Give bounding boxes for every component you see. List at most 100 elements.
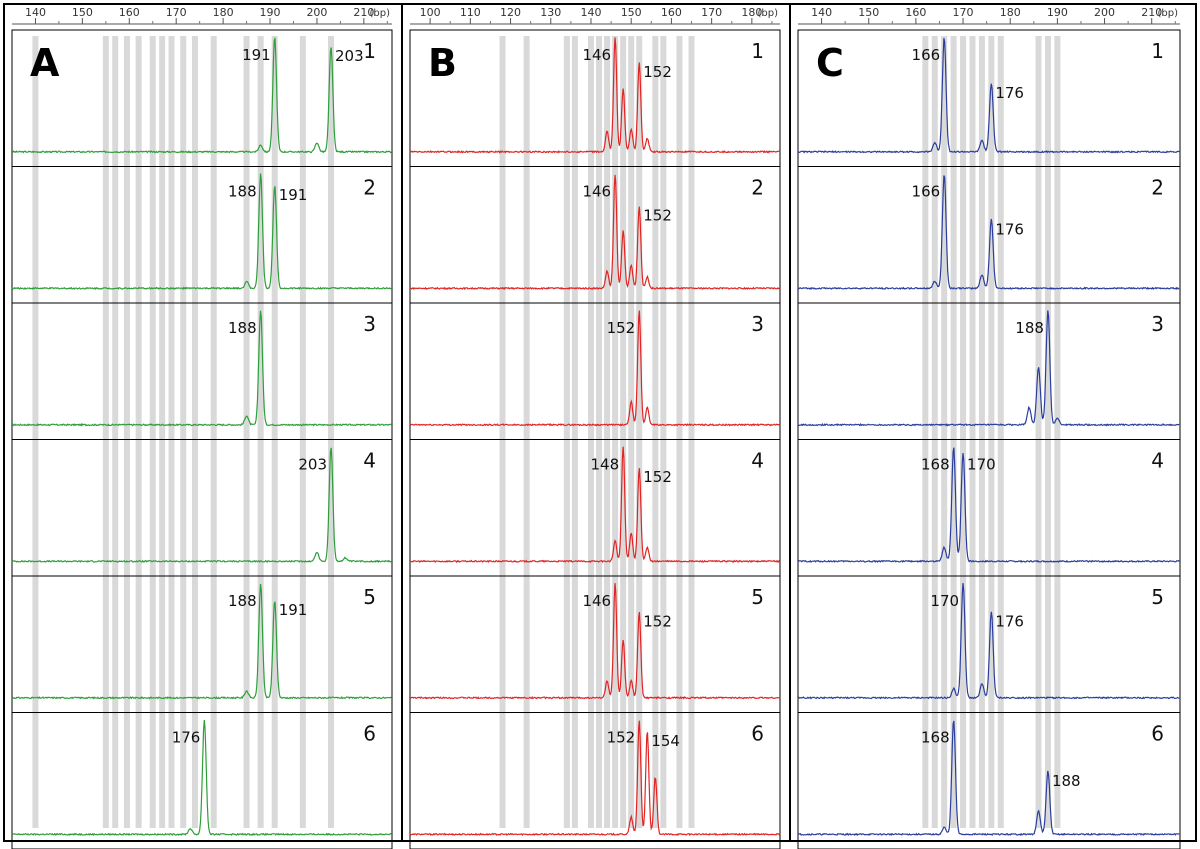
peak-label: 152 [643, 63, 672, 81]
lane-number: 2 [363, 176, 376, 200]
x-tick-label: 180 [1000, 6, 1021, 19]
allele-bin [612, 36, 619, 828]
peak-label: 152 [607, 729, 636, 747]
trace-line [797, 720, 1180, 837]
lane-frame [409, 302, 781, 440]
allele-bin [112, 36, 119, 828]
trace-line [797, 310, 1180, 427]
allele-bin [563, 36, 570, 828]
allele-bin [688, 36, 695, 828]
peak-label: 148 [591, 456, 620, 474]
lane-number: 6 [363, 722, 376, 746]
allele-bin [210, 36, 217, 828]
trace-line [409, 446, 781, 564]
allele-bin [931, 36, 938, 828]
peak-label: 176 [995, 220, 1024, 238]
allele-bin [1035, 36, 1042, 828]
panel-letter: B [428, 41, 457, 85]
x-tick-label: 150 [72, 6, 93, 19]
x-tick-label: 100 [420, 6, 441, 19]
allele-bin [676, 36, 683, 828]
lane-frame [797, 712, 1181, 849]
x-tick-label: 150 [858, 6, 879, 19]
allele-bin [620, 36, 627, 828]
x-tick-label: 160 [119, 6, 140, 19]
allele-bin [271, 36, 278, 828]
trace-line [409, 174, 781, 291]
peak-label: 176 [172, 729, 201, 747]
peak-label: 188 [1015, 319, 1044, 337]
allele-bin [978, 36, 985, 828]
lane-number: 1 [751, 39, 764, 63]
peak-label: 146 [582, 46, 611, 64]
x-tick-label: 170 [166, 6, 187, 19]
allele-bin [1054, 36, 1061, 828]
lane-number: 5 [1151, 585, 1164, 609]
allele-bin [950, 36, 957, 828]
trace-line [11, 173, 392, 291]
lane-number: 6 [751, 722, 764, 746]
lane-number: 2 [751, 176, 764, 200]
allele-bin [328, 36, 335, 828]
x-tick-label: 120 [500, 6, 521, 19]
x-axis-unit: (bp) [1158, 8, 1179, 19]
trace-line [11, 447, 392, 564]
allele-bin [149, 36, 156, 828]
trace-line [409, 310, 781, 427]
peak-label: 168 [921, 729, 950, 747]
trace-line [797, 38, 1180, 154]
x-tick-label: 160 [905, 6, 926, 19]
x-tick-label: 170 [701, 6, 722, 19]
trace-line [11, 720, 392, 837]
peak-label: 188 [228, 592, 257, 610]
peak-label: 176 [995, 613, 1024, 631]
lane-number: 3 [1151, 312, 1164, 336]
allele-bin [604, 36, 611, 828]
allele-bin [32, 36, 39, 828]
peak-label: 170 [930, 592, 959, 610]
lane-number: 4 [363, 449, 376, 473]
lane-frame [11, 575, 393, 713]
allele-bin [499, 36, 506, 828]
allele-bin [191, 36, 198, 828]
figure-border [3, 3, 1197, 842]
allele-bin [596, 36, 603, 828]
peak-label: 191 [279, 601, 308, 619]
lane-number: 4 [751, 449, 764, 473]
lane-number: 6 [1151, 722, 1164, 746]
x-axis-unit: (bp) [758, 8, 779, 19]
trace-line [797, 447, 1180, 563]
x-tick-label: 200 [1094, 6, 1115, 19]
allele-bin [960, 36, 967, 828]
lane-number: 1 [1151, 39, 1164, 63]
lane-number: 5 [751, 585, 764, 609]
allele-bin [1044, 36, 1051, 828]
peak-label: 188 [1052, 772, 1081, 790]
trace-line [797, 583, 1180, 700]
peak-label: 170 [967, 456, 996, 474]
x-axis-unit: (bp) [370, 8, 391, 19]
lane-number: 3 [363, 312, 376, 336]
peak-label: 188 [228, 319, 257, 337]
x-tick-label: 180 [213, 6, 234, 19]
peak-label: 152 [643, 207, 672, 225]
allele-bin [102, 36, 109, 828]
x-tick-label: 170 [953, 6, 974, 19]
x-tick-label: 140 [811, 6, 832, 19]
x-tick-label: 160 [661, 6, 682, 19]
allele-bin [628, 36, 635, 828]
allele-bin [180, 36, 187, 828]
x-tick-label: 140 [580, 6, 601, 19]
allele-bin [997, 36, 1004, 828]
allele-bin [257, 36, 264, 828]
peak-label: 191 [279, 186, 308, 204]
lane-number: 2 [1151, 176, 1164, 200]
panel-b: 100 110 120 130 140 150 160 170 180(bp) 146 152 1 14… [409, 6, 781, 849]
peak-label: 146 [582, 592, 611, 610]
panel-c: 140 150 160 170 180 190 200 210(bp) 166 176 1 166 17… [797, 6, 1181, 849]
lane-frame [11, 166, 393, 304]
trace-line [409, 37, 781, 154]
allele-bin [660, 36, 667, 828]
trace-line [409, 720, 781, 836]
